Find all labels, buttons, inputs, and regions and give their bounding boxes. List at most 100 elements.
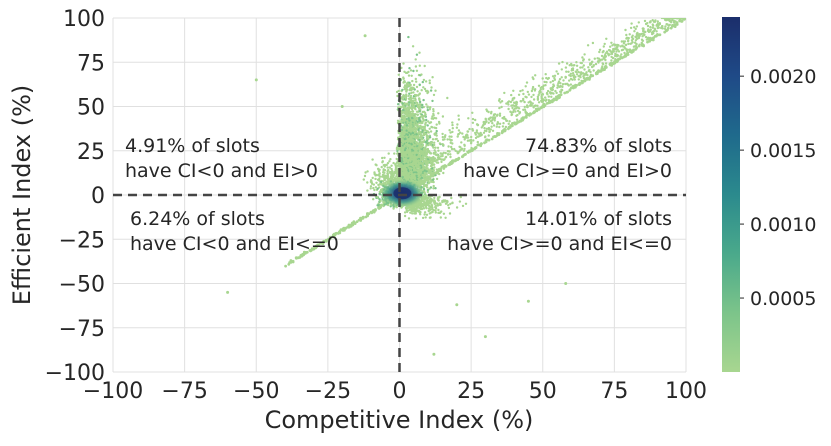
scatter-point	[674, 25, 677, 28]
scatter-point	[422, 152, 424, 154]
scatter-point	[406, 85, 408, 87]
scatter-point	[555, 92, 557, 94]
scatter-point	[570, 75, 572, 77]
scatter-point	[370, 185, 372, 187]
scatter-point	[513, 105, 515, 107]
scatter-point	[519, 120, 522, 123]
scatter-point	[440, 161, 442, 163]
scatter-point	[551, 100, 554, 103]
scatter-point	[446, 138, 448, 140]
scatter-point	[502, 125, 504, 127]
scatter-point	[407, 129, 409, 131]
scatter-point	[668, 17, 670, 19]
scatter-point	[425, 159, 427, 161]
scatter-point	[442, 167, 445, 170]
scatter-point	[423, 178, 426, 181]
scatter-point	[405, 168, 407, 170]
scatter-point	[418, 164, 420, 166]
scatter-point	[374, 208, 377, 211]
scatter-point	[425, 121, 427, 123]
scatter-point	[533, 98, 535, 100]
scatter-point	[629, 43, 631, 45]
scatter-point	[405, 172, 407, 174]
scatter-point	[648, 30, 650, 32]
scatter-point	[654, 35, 657, 38]
scatter-point	[425, 80, 427, 82]
scatter-point	[407, 173, 409, 175]
scatter-point	[657, 20, 659, 22]
scatter-point	[288, 261, 291, 264]
scatter-point	[372, 177, 374, 179]
scatter-point	[518, 112, 520, 114]
scatter-point	[354, 222, 357, 225]
scatter-point	[612, 62, 615, 65]
scatter-point	[525, 96, 527, 98]
scatter-point	[426, 92, 428, 94]
scatter-point	[468, 139, 470, 141]
scatter-point	[366, 189, 368, 191]
scatter-point	[464, 138, 466, 140]
scatter-point	[415, 65, 417, 67]
scatter-point	[398, 74, 400, 76]
scatter-point	[421, 145, 423, 147]
scatter-point	[485, 141, 488, 144]
scatter-point	[545, 73, 547, 75]
scatter-point	[499, 123, 501, 125]
scatter-point	[575, 71, 577, 73]
scatter-point	[594, 58, 596, 60]
scatter-point	[459, 146, 461, 148]
scatter-point	[513, 121, 516, 124]
scatter-point	[434, 187, 436, 189]
scatter-point	[413, 123, 415, 125]
scatter-point	[430, 143, 432, 145]
scatter-point	[472, 118, 474, 120]
scatter-point	[595, 63, 597, 65]
scatter-point	[396, 146, 398, 148]
scatter-point	[527, 101, 529, 103]
scatter-point	[524, 106, 526, 108]
scatter-point	[636, 25, 638, 27]
scatter-point	[436, 123, 438, 125]
scatter-point	[444, 136, 446, 138]
scatter-point	[385, 176, 387, 178]
scatter-point	[381, 166, 383, 168]
scatter-point	[410, 141, 412, 143]
scatter-point	[554, 75, 556, 77]
scatter-point	[630, 27, 632, 29]
scatter-point	[414, 99, 416, 101]
scatter-point	[503, 92, 505, 94]
scatter-point	[390, 176, 392, 178]
scatter-point	[541, 100, 543, 102]
scatter-point	[414, 118, 416, 120]
scatter-point	[371, 181, 373, 183]
scatter-point	[398, 121, 400, 123]
scatter-point	[451, 124, 453, 126]
scatter-point	[408, 95, 410, 97]
scatter-point	[598, 51, 600, 53]
scatter-point	[519, 90, 521, 92]
scatter-point	[627, 49, 629, 51]
scatter-point	[673, 17, 675, 19]
scatter-point	[561, 68, 563, 70]
scatter-point	[439, 142, 441, 144]
scatter-point	[410, 168, 412, 170]
scatter-point	[579, 66, 581, 68]
scatter-point	[427, 105, 429, 107]
scatter-point	[491, 122, 493, 124]
scatter-point	[562, 83, 564, 85]
scatter-point	[457, 135, 459, 137]
scatter-point	[433, 127, 435, 129]
scatter-point	[499, 101, 501, 103]
scatter-point	[620, 45, 622, 47]
scatter-point	[436, 161, 438, 163]
scatter-point	[424, 124, 426, 126]
scatter-point	[401, 168, 403, 170]
scatter-point	[508, 123, 510, 125]
scatter-point	[401, 140, 403, 142]
scatter-point	[415, 101, 417, 103]
scatter-point	[586, 74, 588, 76]
scatter-point	[582, 80, 585, 83]
scatter-point	[422, 86, 424, 88]
scatter-point	[403, 159, 405, 161]
scatter-point	[430, 89, 432, 91]
